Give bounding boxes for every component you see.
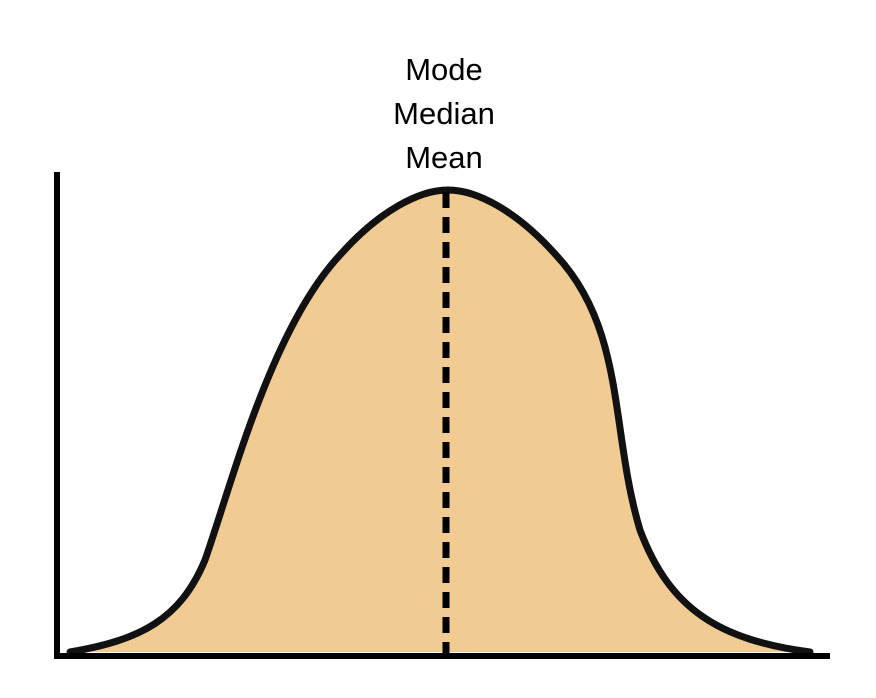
mode-label: Mode xyxy=(405,52,483,87)
mean-label: Mean xyxy=(405,140,483,175)
distribution-curve xyxy=(66,186,814,656)
distribution-area xyxy=(70,190,810,652)
median-label: Median xyxy=(393,96,495,131)
